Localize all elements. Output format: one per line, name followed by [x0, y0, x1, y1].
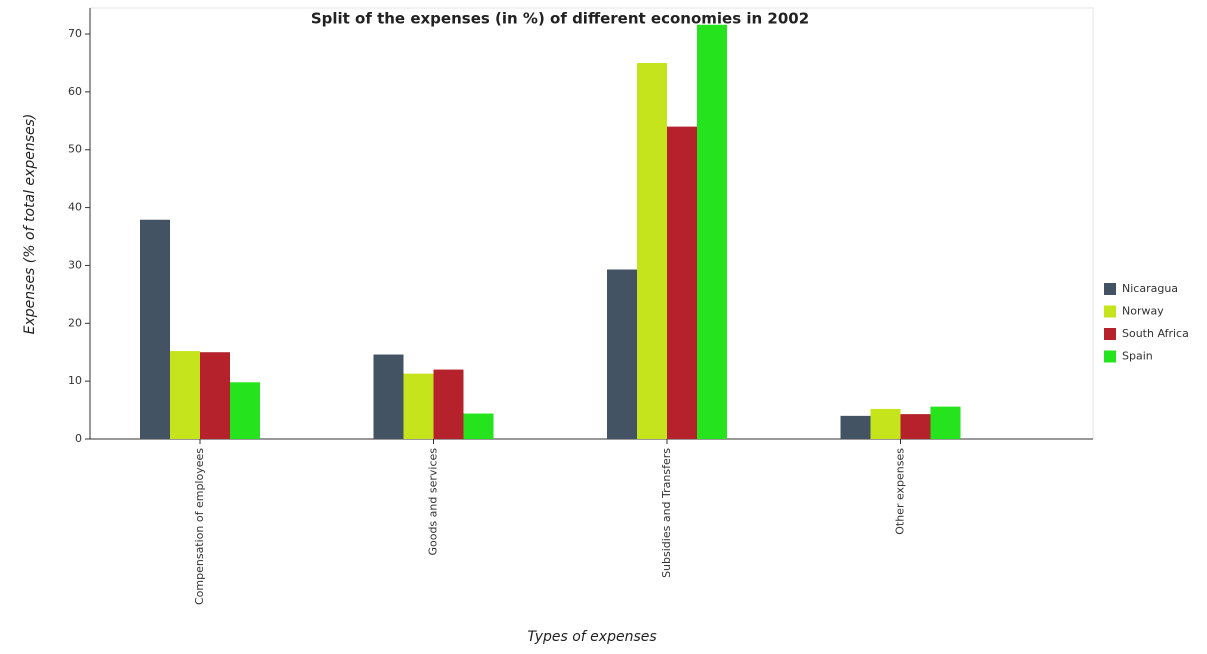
bar: [900, 414, 931, 439]
bar: [697, 24, 727, 439]
y-axis-title: Expenses (% of total expenses): [22, 114, 38, 335]
legend-swatch: [1104, 283, 1116, 295]
bar: [433, 369, 464, 439]
legend-label: South Africa: [1122, 327, 1189, 340]
bar: [463, 413, 494, 439]
x-tick-label: Other expenses: [894, 448, 907, 535]
y-tick-label: 0: [75, 432, 82, 445]
chart-title: Split of the expenses (in %) of differen…: [311, 10, 809, 28]
bar: [170, 351, 200, 439]
bar: [403, 373, 434, 439]
bar: [373, 354, 404, 439]
legend-swatch: [1104, 328, 1116, 340]
bar: [870, 408, 901, 439]
y-tick-label: 60: [68, 85, 82, 98]
x-tick-label: Subsidies and Transfers: [660, 448, 673, 578]
y-tick-label: 70: [68, 27, 82, 40]
legend-label: Norway: [1122, 305, 1164, 318]
bar: [840, 415, 871, 439]
y-tick-label: 50: [68, 143, 82, 156]
legend-swatch: [1104, 305, 1116, 318]
plot-frame: [89, 7, 1094, 440]
x-axis-title: Types of expenses: [527, 629, 656, 645]
bar: [607, 269, 637, 439]
y-tick-label: 10: [68, 374, 82, 387]
bar: [200, 352, 230, 439]
bar: [230, 382, 260, 439]
bar: [140, 219, 170, 439]
bar: [637, 62, 667, 440]
bar: [930, 406, 961, 439]
bar: [667, 126, 697, 439]
y-tick-label: 20: [68, 316, 82, 329]
legend-label: Spain: [1122, 350, 1153, 363]
y-tick-label: 40: [68, 201, 82, 214]
x-tick-label: Compensation of employees: [193, 448, 206, 605]
legend-swatch: [1104, 350, 1116, 363]
legend-label: Nicaragua: [1122, 282, 1178, 295]
y-tick-label: 30: [68, 258, 82, 271]
x-tick-label: Goods and services: [427, 448, 440, 556]
